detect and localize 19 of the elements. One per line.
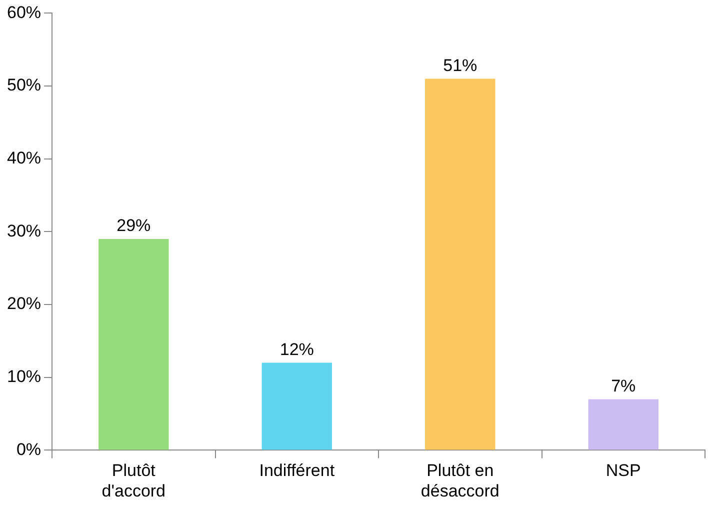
y-tick-label: 40% <box>6 148 42 168</box>
y-tick-label: 60% <box>6 2 42 22</box>
y-tick-label: 50% <box>6 76 42 95</box>
bar <box>262 362 332 450</box>
bar <box>425 78 496 450</box>
y-tick-label: 30% <box>6 221 42 240</box>
x-tick-label: Indifférent <box>259 461 335 480</box>
x-tick-label: Plutôt d'accord <box>102 461 166 500</box>
x-tick-label: Plutôt en désaccord <box>420 461 500 500</box>
data-label: 29% <box>116 216 151 236</box>
x-tick-label: NSP <box>606 461 641 480</box>
y-tick-label: 20% <box>6 294 42 314</box>
data-label: 51% <box>443 56 478 75</box>
data-label: 7% <box>611 376 636 396</box>
bar <box>588 399 658 450</box>
bar <box>98 238 169 450</box>
y-tick-label: 10% <box>6 367 42 386</box>
y-tick-label: 0% <box>16 440 42 459</box>
data-label: 12% <box>280 340 314 359</box>
